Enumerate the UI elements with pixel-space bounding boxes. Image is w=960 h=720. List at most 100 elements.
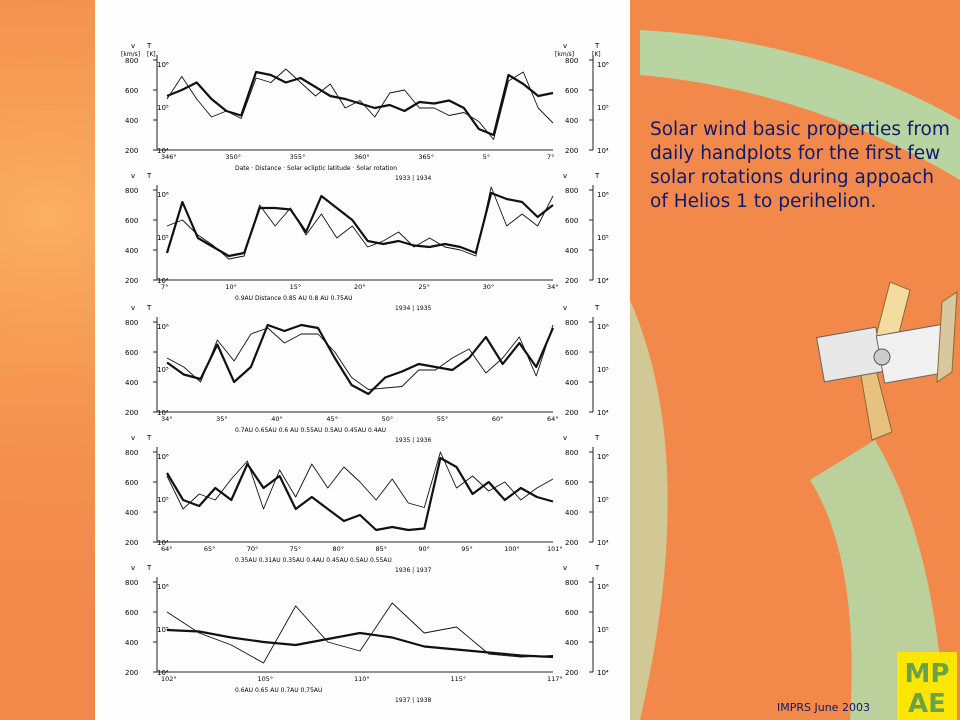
date-label: 40°	[271, 415, 283, 423]
v-tick-label: 600	[125, 609, 138, 617]
v-tick-label-right: 400	[565, 379, 578, 387]
date-label: 350°	[225, 153, 241, 161]
v-tick-label-right: 800	[565, 57, 578, 65]
t-tick-label-right: 10⁶	[597, 583, 609, 591]
t-tick-label-right: 10⁴	[597, 147, 609, 155]
v-tick-label: 200	[125, 409, 138, 417]
date-label: 110°	[354, 675, 370, 683]
v-tick-label: 800	[125, 449, 138, 457]
t-tick-label-right: 10⁵	[597, 234, 609, 242]
v-tick-label: 800	[125, 319, 138, 327]
temperature-series	[166, 451, 554, 510]
v-tick-label-right: 600	[565, 479, 578, 487]
v-tick-label-right: 200	[565, 669, 578, 677]
t-tick-label-right: 10⁶	[597, 453, 609, 461]
v-axis-letter-right: v	[563, 564, 567, 572]
date-label: 20°	[354, 283, 366, 291]
date-label: 115°	[451, 675, 467, 683]
v-tick-label: 400	[125, 509, 138, 517]
date-label: 95°	[461, 545, 473, 553]
t-tick-label-right: 10⁴	[597, 539, 609, 547]
panel-subtitle: Date · Distance · Solar ecliptic latitud…	[235, 165, 397, 172]
v-tick-label: 200	[125, 277, 138, 285]
t-tick-label: 10⁴	[157, 277, 169, 285]
v-tick-label: 600	[125, 349, 138, 357]
t-unit-label: [K]	[147, 51, 156, 58]
t-axis-letter-right: T	[594, 564, 600, 572]
t-tick-label: 10⁴	[157, 409, 169, 417]
footer-text: IMPRS June 2003	[777, 701, 870, 714]
rotation-label: 1935 | 1936	[395, 437, 432, 444]
date-label: 60°	[492, 415, 504, 423]
v-tick-label: 400	[125, 247, 138, 255]
t-unit-label-right: [K]	[592, 51, 601, 58]
date-label: 34°	[161, 415, 173, 423]
velocity-series	[166, 628, 554, 659]
mpae-logo: MP AE	[897, 652, 957, 720]
date-label: 45°	[326, 415, 338, 423]
v-tick-label-right: 600	[565, 349, 578, 357]
velocity-series	[166, 456, 554, 532]
v-axis-letter-right: v	[563, 304, 567, 312]
v-tick-label-right: 800	[565, 579, 578, 587]
t-tick-label-right: 10⁴	[597, 409, 609, 417]
green-arc-band	[640, 30, 960, 180]
v-unit-label-right: [km/s]	[555, 51, 574, 58]
t-axis-letter-right: T	[594, 304, 600, 312]
velocity-series	[166, 323, 555, 396]
t-tick-label-right: 10⁵	[597, 366, 609, 374]
date-label: 64°	[547, 415, 559, 423]
v-tick-label-right: 200	[565, 147, 578, 155]
panel-subtitle: 0.9AU Distance 0.85 AU 0.8 AU 0.75AU	[235, 295, 352, 302]
t-tick-label: 10⁵	[157, 496, 169, 504]
v-axis-letter-right: v	[563, 42, 567, 50]
date-label: 55°	[437, 415, 449, 423]
t-tick-label-right: 10⁶	[597, 191, 609, 199]
logo-line-2: AE	[908, 689, 946, 719]
v-tick-label: 800	[125, 187, 138, 195]
v-tick-label-right: 400	[565, 639, 578, 647]
t-tick-label: 10⁵	[157, 234, 169, 242]
date-label: 64°	[161, 545, 173, 553]
v-tick-label: 200	[125, 147, 138, 155]
v-tick-label-right: 400	[565, 247, 578, 255]
t-tick-label: 10⁴	[157, 147, 169, 155]
t-tick-label-right: 10⁴	[597, 669, 609, 677]
v-axis-letter: v	[131, 564, 135, 572]
v-tick-label-right: 200	[565, 277, 578, 285]
date-label: 70°	[247, 545, 259, 553]
date-label: 90°	[418, 545, 430, 553]
date-label: 10°	[225, 283, 237, 291]
t-tick-label: 10⁶	[157, 191, 169, 199]
rotation-label: 1937 | 1938	[395, 697, 432, 704]
rotation-label: 1933 | 1934	[395, 175, 432, 182]
date-label: 346°	[161, 153, 177, 161]
v-tick-label: 600	[125, 479, 138, 487]
v-axis-letter: v	[131, 434, 135, 442]
date-label: 35°	[216, 415, 228, 423]
panel-subtitle: 0.6AU 0.65 AU 0.7AU 0.75AU	[235, 687, 322, 694]
v-tick-label-right: 200	[565, 409, 578, 417]
date-label: 34°	[547, 283, 559, 291]
velocity-series	[165, 191, 554, 258]
date-label: 5°	[483, 153, 490, 161]
t-tick-label-right: 10⁵	[597, 496, 609, 504]
date-label: 50°	[382, 415, 394, 423]
v-axis-letter-right: v	[563, 172, 567, 180]
v-unit-label: [km/s]	[121, 51, 140, 58]
v-tick-label-right: 600	[565, 609, 578, 617]
t-axis-letter: T	[146, 304, 152, 312]
v-tick-label-right: 600	[565, 217, 578, 225]
date-label: 85°	[375, 545, 387, 553]
date-label: 25°	[418, 283, 430, 291]
v-axis-letter: v	[131, 172, 135, 180]
date-label: 7°	[161, 283, 168, 291]
v-tick-label: 600	[125, 217, 138, 225]
temperature-series	[166, 602, 554, 664]
v-tick-label-right: 800	[565, 449, 578, 457]
rotation-label: 1936 | 1937	[395, 567, 432, 574]
v-axis-letter: v	[131, 42, 135, 50]
velocity-series	[166, 70, 554, 137]
